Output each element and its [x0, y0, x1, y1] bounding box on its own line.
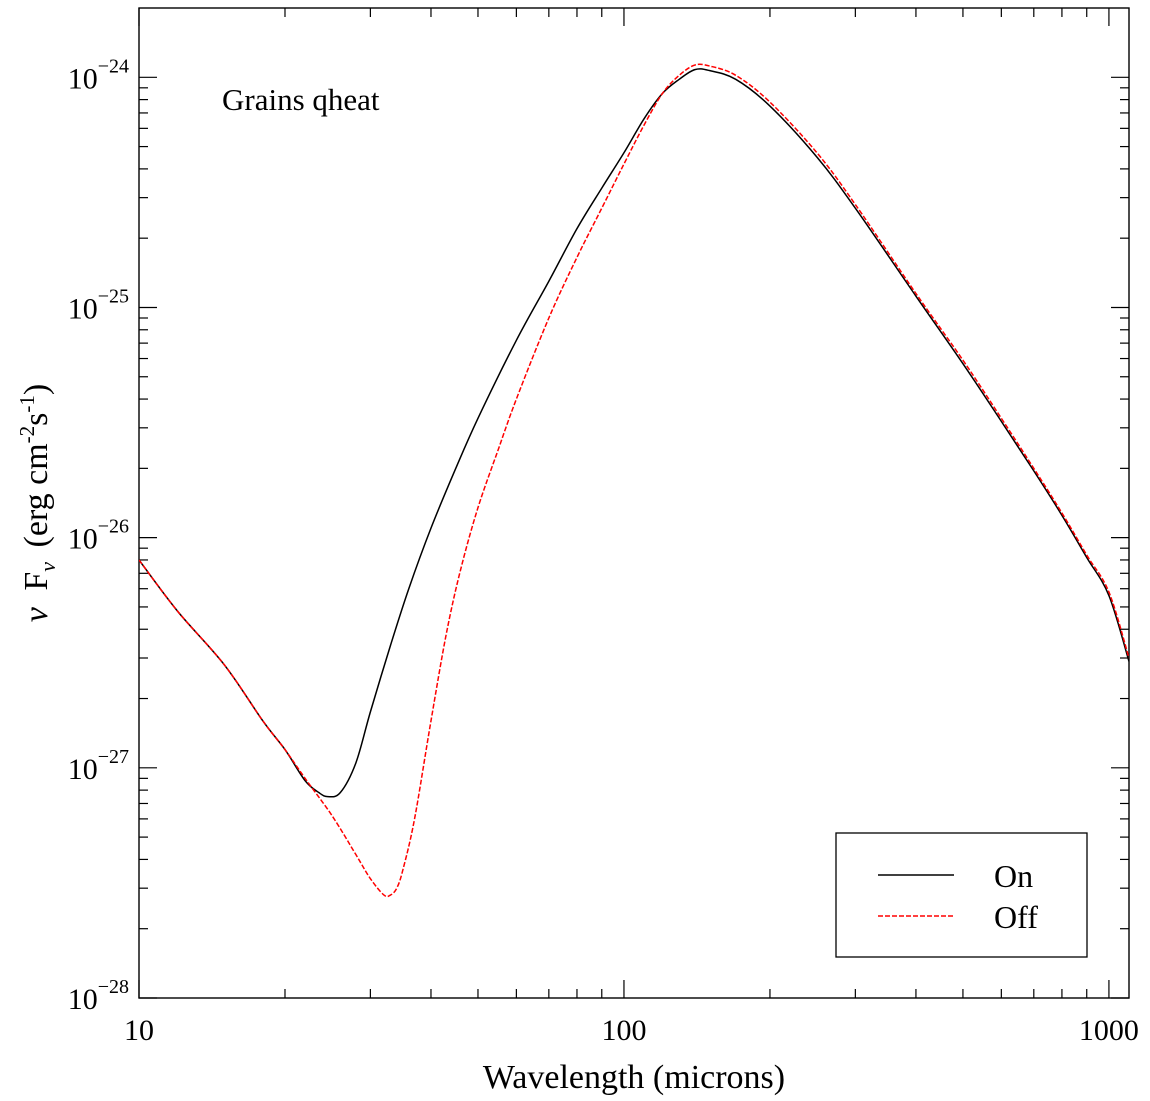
y-tick-base: 10 [68, 292, 98, 325]
legend-label-on: On [994, 858, 1033, 894]
y-label-nu: ν [18, 606, 55, 622]
x-axis-label: Wavelength (microns) [483, 1059, 785, 1096]
y-label-exp2: -1 [15, 395, 39, 413]
plot-frame [138, 7, 1130, 999]
y-tick-exp: −28 [98, 976, 129, 998]
legend-box [835, 832, 1088, 958]
y-tick-label: 10−24 [68, 55, 129, 95]
y-label-mid: s [18, 413, 55, 426]
series-line-off [139, 63, 1129, 898]
x-tick-label: 1000 [1079, 1014, 1139, 1047]
annotation-label: Grains qheat [222, 82, 380, 117]
y-label-sub: ν [35, 562, 60, 572]
x-tick-labels: 10 100 1000 [124, 1014, 1139, 1047]
x-tick-label: 10 [124, 1014, 154, 1047]
x-tick-label: 100 [601, 1014, 646, 1047]
y-tick-label: 10−25 [68, 285, 129, 325]
series-layer [139, 63, 1129, 898]
y-tick-label: 10−27 [68, 746, 129, 786]
legend: On Off [835, 832, 1088, 958]
y-label-open: (erg cm [18, 443, 55, 547]
y-tick-base: 10 [68, 62, 98, 95]
minor-ticks [139, 8, 1129, 998]
y-tick-base: 10 [68, 983, 98, 1016]
y-label-exp1: -2 [15, 426, 39, 444]
y-tick-base: 10 [68, 523, 98, 556]
y-tick-exp: −27 [98, 746, 129, 768]
y-label-f: F [18, 572, 55, 591]
major-ticks [138, 8, 1129, 999]
y-tick-label: 10−28 [68, 976, 129, 1016]
y-tick-exp: −26 [98, 516, 129, 538]
y-axis-label: ν Fν (erg cm-2s-1) [15, 384, 63, 623]
y-tick-base: 10 [68, 753, 98, 786]
y-tick-label: 10−26 [68, 516, 129, 556]
y-tick-exp: −24 [98, 55, 129, 77]
y-tick-exp: −25 [98, 285, 129, 307]
legend-label-off: Off [994, 899, 1038, 935]
series-line-on [139, 68, 1129, 798]
y-label-close: ) [18, 384, 55, 395]
